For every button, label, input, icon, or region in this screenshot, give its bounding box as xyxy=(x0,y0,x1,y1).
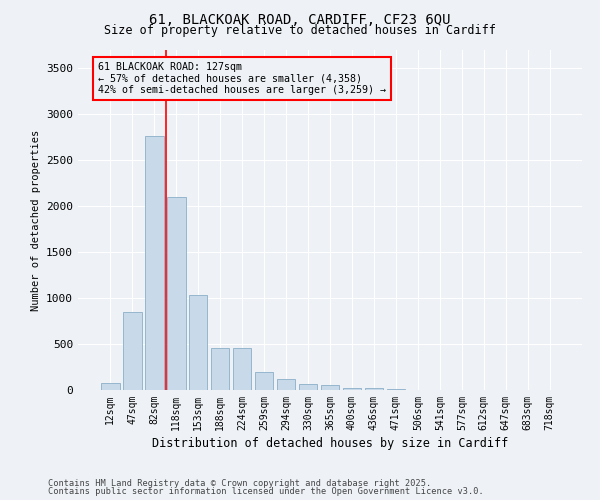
Bar xyxy=(277,380,295,390)
Bar xyxy=(123,312,142,390)
Bar xyxy=(189,296,208,390)
Text: 61, BLACKOAK ROAD, CARDIFF, CF23 6QU: 61, BLACKOAK ROAD, CARDIFF, CF23 6QU xyxy=(149,12,451,26)
Bar xyxy=(320,386,340,390)
Text: Size of property relative to detached houses in Cardiff: Size of property relative to detached ho… xyxy=(104,24,496,37)
X-axis label: Distribution of detached houses by size in Cardiff: Distribution of detached houses by size … xyxy=(152,437,508,450)
Bar xyxy=(167,197,185,390)
Text: 61 BLACKOAK ROAD: 127sqm
← 57% of detached houses are smaller (4,358)
42% of sem: 61 BLACKOAK ROAD: 127sqm ← 57% of detach… xyxy=(98,62,386,95)
Bar xyxy=(101,383,119,390)
Bar xyxy=(145,136,164,390)
Bar xyxy=(343,388,361,390)
Y-axis label: Number of detached properties: Number of detached properties xyxy=(31,130,41,310)
Text: Contains public sector information licensed under the Open Government Licence v3: Contains public sector information licen… xyxy=(48,487,484,496)
Bar xyxy=(299,384,317,390)
Text: Contains HM Land Registry data © Crown copyright and database right 2025.: Contains HM Land Registry data © Crown c… xyxy=(48,478,431,488)
Bar xyxy=(365,388,383,390)
Bar xyxy=(233,348,251,390)
Bar xyxy=(211,348,229,390)
Bar xyxy=(255,372,274,390)
